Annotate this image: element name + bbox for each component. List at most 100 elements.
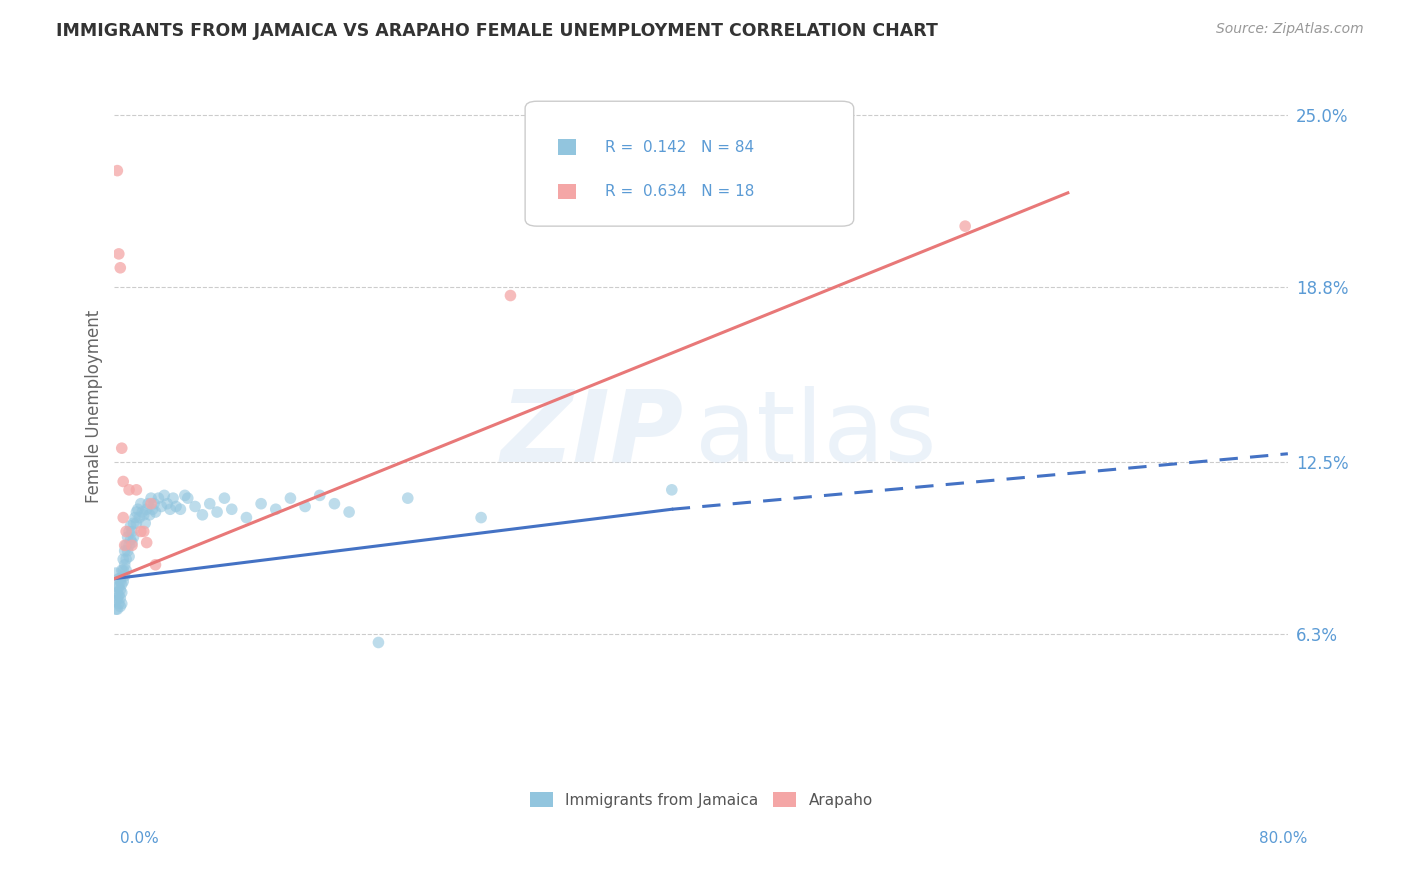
Point: [114, 569, 136, 583]
Point: [145, 505, 167, 519]
Point: [162, 491, 184, 505]
Point: [112, 475, 135, 489]
Point: [156, 497, 179, 511]
Point: [115, 538, 138, 552]
Point: [112, 552, 135, 566]
Point: [139, 497, 162, 511]
Point: [396, 491, 419, 505]
Point: [214, 491, 236, 505]
Point: [308, 488, 330, 502]
Point: [131, 505, 153, 519]
Point: [470, 510, 492, 524]
Point: [115, 563, 138, 577]
Text: IMMIGRANTS FROM JAMAICA VS ARAPAHO FEMALE UNEMPLOYMENT CORRELATION CHART: IMMIGRANTS FROM JAMAICA VS ARAPAHO FEMAL…: [56, 22, 938, 40]
Point: [337, 505, 360, 519]
Point: [115, 552, 138, 566]
Point: [127, 502, 149, 516]
Point: [184, 500, 207, 514]
Point: [122, 516, 145, 530]
FancyBboxPatch shape: [524, 101, 853, 227]
Point: [104, 594, 127, 608]
Point: [153, 488, 176, 502]
Point: [177, 491, 200, 505]
Point: [111, 441, 134, 455]
Point: [294, 500, 316, 514]
Point: [138, 508, 160, 522]
Point: [235, 510, 257, 524]
Point: [661, 483, 683, 497]
Legend: Immigrants from Jamaica, Arapaho: Immigrants from Jamaica, Arapaho: [522, 784, 880, 815]
Point: [108, 572, 131, 586]
Point: [264, 502, 287, 516]
Text: R =  0.634   N = 18: R = 0.634 N = 18: [605, 184, 754, 199]
FancyBboxPatch shape: [558, 184, 576, 199]
Point: [110, 260, 132, 275]
Point: [105, 591, 128, 605]
Point: [108, 588, 131, 602]
Text: R =  0.142   N = 84: R = 0.142 N = 84: [605, 139, 754, 154]
Point: [105, 602, 128, 616]
Point: [125, 483, 148, 497]
Point: [250, 497, 273, 511]
Point: [118, 538, 141, 552]
Point: [112, 510, 135, 524]
Point: [114, 544, 136, 558]
Point: [120, 519, 142, 533]
FancyBboxPatch shape: [558, 139, 576, 154]
Point: [111, 563, 134, 577]
Point: [121, 535, 143, 549]
Point: [124, 510, 146, 524]
Point: [135, 502, 157, 516]
Text: 0.0%: 0.0%: [120, 831, 159, 846]
Point: [104, 602, 127, 616]
Point: [114, 558, 136, 572]
Point: [110, 599, 132, 614]
Point: [117, 544, 139, 558]
Point: [121, 524, 143, 539]
Point: [129, 497, 152, 511]
Point: [118, 524, 141, 539]
Point: [198, 497, 221, 511]
Point: [169, 502, 191, 516]
Point: [221, 502, 243, 516]
Point: [105, 580, 128, 594]
Point: [953, 219, 976, 234]
Text: 80.0%: 80.0%: [1260, 831, 1308, 846]
Point: [110, 572, 132, 586]
Point: [135, 535, 157, 549]
Point: [117, 530, 139, 544]
Point: [148, 491, 170, 505]
Point: [132, 508, 155, 522]
Point: [111, 577, 134, 591]
Point: [143, 497, 166, 511]
Point: [499, 288, 522, 302]
Point: [112, 574, 135, 589]
Point: [165, 500, 187, 514]
Point: [128, 510, 150, 524]
Point: [125, 516, 148, 530]
Point: [108, 247, 131, 261]
Point: [105, 585, 128, 599]
Point: [136, 497, 159, 511]
Point: [121, 538, 143, 552]
Point: [134, 516, 156, 530]
Point: [173, 488, 195, 502]
Point: [108, 580, 131, 594]
Point: [122, 530, 145, 544]
Point: [111, 597, 134, 611]
Point: [129, 524, 152, 539]
Point: [108, 597, 131, 611]
Point: [105, 163, 128, 178]
Point: [367, 635, 389, 649]
Point: [191, 508, 214, 522]
Point: [145, 558, 167, 572]
Point: [125, 505, 148, 519]
Point: [205, 505, 228, 519]
Point: [104, 566, 127, 580]
Point: [323, 497, 346, 511]
Point: [159, 502, 181, 516]
Point: [139, 491, 162, 505]
Point: [132, 524, 155, 539]
Point: [112, 563, 135, 577]
Text: atlas: atlas: [696, 386, 936, 483]
